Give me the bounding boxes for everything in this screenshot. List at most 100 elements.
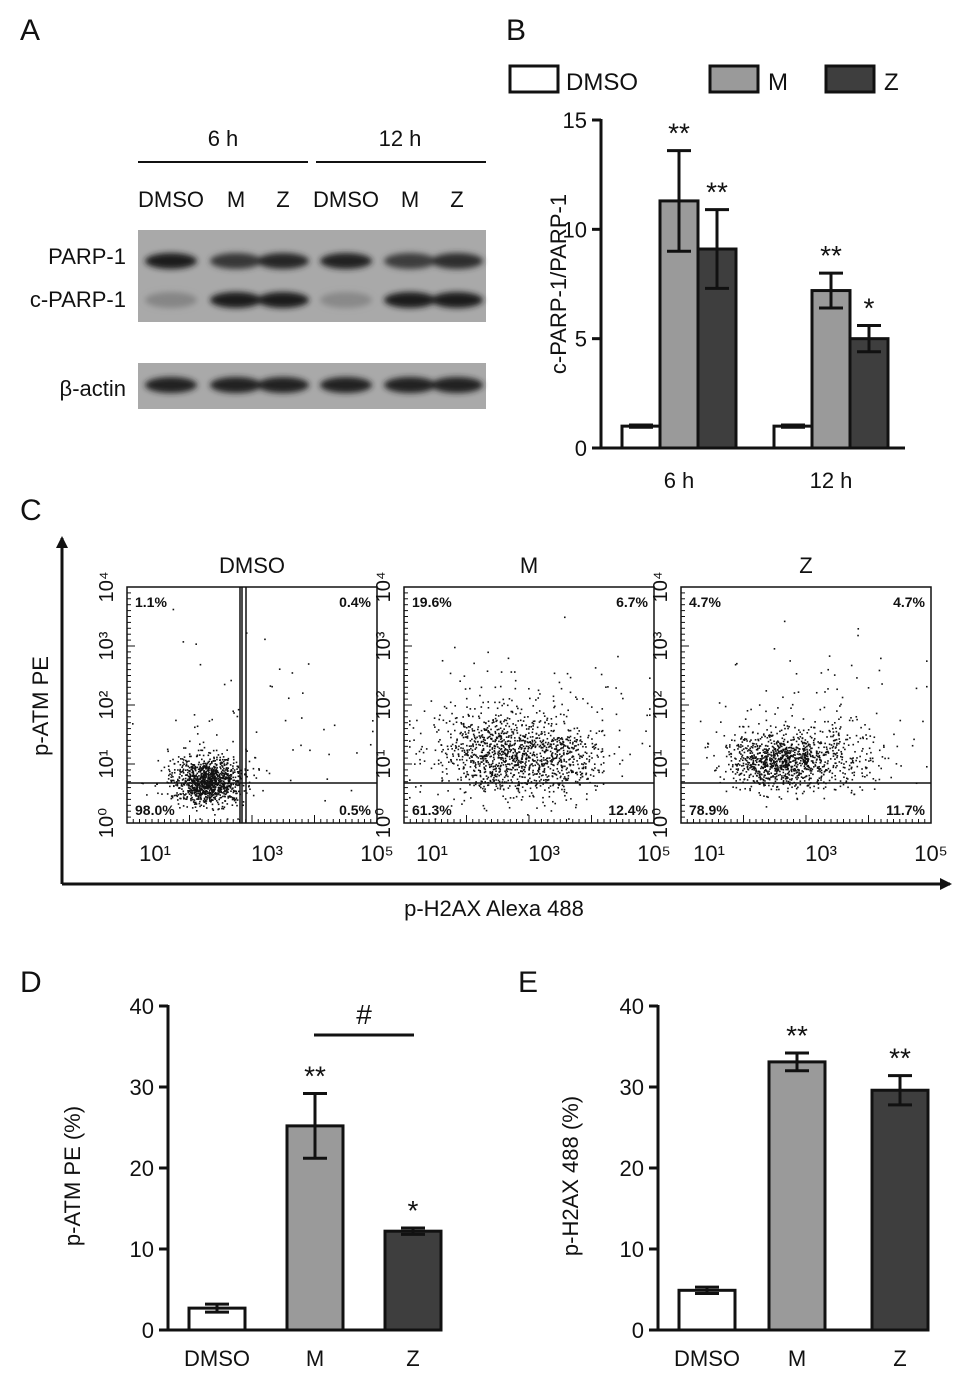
flow-event (522, 720, 525, 722)
flow-event (779, 752, 781, 755)
bar (383, 1229, 443, 1332)
flow-event (784, 751, 786, 753)
flow-event (199, 789, 201, 791)
flow-event (775, 750, 777, 752)
flow-event (819, 730, 822, 733)
x-tick-label: Z (406, 1346, 419, 1371)
flow-event (225, 773, 228, 776)
flow-event (446, 773, 448, 775)
flow-event (759, 737, 762, 740)
flow-event (773, 743, 776, 745)
flow-event (209, 767, 211, 770)
flow-event (773, 740, 775, 743)
flow-event (575, 740, 578, 743)
flow-event (782, 771, 785, 774)
flow-event (804, 746, 807, 749)
flow-event (229, 770, 232, 773)
flow-event (788, 764, 791, 767)
flow-event (483, 766, 485, 769)
flow-event (188, 785, 191, 787)
flow-event (649, 714, 651, 716)
flow-event (552, 757, 554, 759)
flow-event (452, 723, 455, 726)
flow-event (807, 744, 810, 747)
flow-event (496, 773, 499, 776)
flow-event (232, 767, 234, 770)
flow-event (824, 761, 826, 763)
flow-event (544, 741, 547, 744)
flow-event (556, 744, 559, 746)
flow-event (229, 796, 231, 798)
flow-event (509, 740, 512, 743)
flow-event (192, 772, 195, 775)
flow-event (493, 747, 496, 750)
flow-event (218, 775, 220, 777)
flow-event (300, 744, 302, 747)
flow-event (486, 755, 488, 758)
flow-event (210, 771, 213, 773)
flow-event (533, 720, 536, 722)
flow-event (479, 774, 482, 777)
flow-event (831, 776, 833, 779)
flow-event (232, 762, 235, 764)
flow-event (785, 763, 788, 766)
flow-event (543, 715, 546, 717)
flow-event (479, 775, 482, 778)
flow-event (553, 672, 556, 675)
flow-event (194, 801, 197, 804)
flow-event (768, 777, 771, 780)
flow-event (214, 772, 216, 775)
flow-event (532, 705, 535, 707)
flow-event (198, 790, 201, 792)
flow-event (752, 775, 755, 778)
flow-event (470, 797, 472, 799)
flow-event (728, 746, 731, 748)
flow-event (484, 788, 486, 790)
flow-event (566, 767, 568, 769)
flow-event (798, 738, 800, 740)
flow-event (183, 763, 185, 766)
flow-event (459, 732, 462, 735)
flow-event (179, 797, 181, 800)
flow-event (768, 770, 770, 773)
flow-event (211, 767, 214, 770)
flow-event (221, 772, 223, 775)
flow-event (552, 784, 554, 787)
flow-event (733, 748, 736, 751)
flow-event (776, 732, 778, 735)
flow-event (497, 735, 500, 738)
flow-event (528, 741, 531, 744)
flow-event (538, 764, 541, 767)
flow-event (488, 745, 491, 748)
flow-event (218, 781, 221, 783)
flow-event (497, 751, 500, 753)
flow-event (749, 752, 752, 755)
flow-event (556, 749, 559, 751)
flow-event (601, 719, 604, 722)
y-tick-label: 10¹ (96, 749, 118, 778)
flow-event (540, 760, 543, 763)
flow-event (822, 773, 825, 776)
flow-event (771, 766, 773, 769)
flow-event (731, 771, 734, 773)
flow-event (488, 752, 491, 755)
flow-event (168, 770, 171, 773)
flow-event (206, 786, 209, 789)
flow-event (761, 736, 763, 739)
flow-event (187, 785, 190, 787)
flow-event (216, 777, 218, 779)
flow-event (768, 747, 770, 750)
flow-event (499, 721, 502, 724)
flow-event (797, 691, 800, 693)
flow-event (512, 797, 515, 799)
flow-event (517, 788, 520, 790)
flow-event (506, 704, 509, 707)
flow-event (752, 757, 755, 760)
flow-event (520, 770, 522, 772)
flow-event (204, 800, 206, 803)
flow-event (533, 743, 536, 745)
flow-event (504, 770, 506, 773)
flow-event (186, 769, 189, 771)
flow-event (520, 765, 523, 768)
flow-event (243, 790, 246, 792)
